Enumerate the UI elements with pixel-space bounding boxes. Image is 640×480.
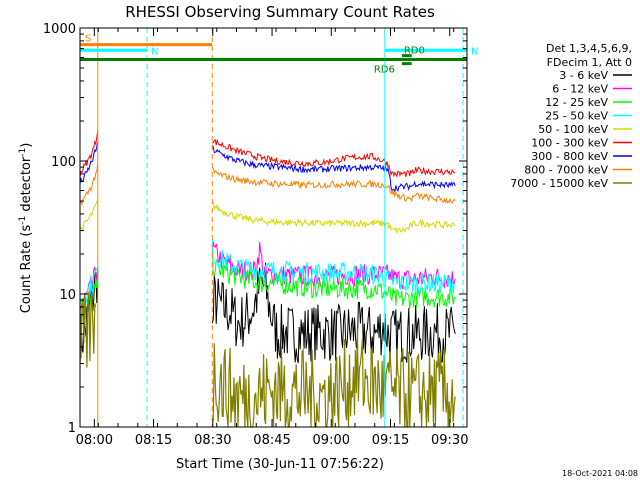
series-line-50-100keV [212,201,456,235]
legend-header-line-1: Det 1,3,4,5,6,9, [546,42,632,55]
series-layer [79,130,456,428]
flag-label-s: S [85,34,91,45]
x-tick-label: 08:15 [135,433,172,448]
series-line-3-6keV [211,262,456,364]
x-tick-label: 08:30 [194,433,231,448]
legend-entry-label: 800 - 7000 keV [524,164,608,177]
legend-entry-label: 25 - 50 keV [545,110,608,123]
flag-label-rd6: RD6 [374,65,395,76]
legend-entry-label: 12 - 25 keV [545,96,608,109]
flag-label-n: N [471,46,478,57]
legend-entry-label: 3 - 6 keV [559,69,608,82]
series-line-25-50keV [211,239,456,295]
series-line-100-300keV [212,138,456,178]
series-line-300-800keV [79,141,99,185]
x-tick-label: 09:00 [313,433,350,448]
footer-date: 18-Oct-2021 04:08 [562,469,638,478]
y-tick-label: 10 [59,288,76,303]
flag-bars: S N N RD6 RD0 [80,34,478,76]
x-tick-label: 08:45 [253,433,290,448]
legend-entry-label: 50 - 100 keV [538,123,608,136]
axis-ticks: 08:00 08:15 08:30 08:45 09:00 09:15 09:30 1 10 10… [43,22,469,448]
series-line-300-800keV [211,145,456,193]
plot-frame [79,27,468,428]
legend-entry-label: 100 - 300 keV [531,137,608,150]
x-tick-label: 09:15 [372,433,409,448]
series-line-50-100keV [79,200,98,232]
y-tick-label: 1 [68,421,76,436]
legend-entry-label: 6 - 12 keV [552,83,608,96]
flag-label-n: N [151,46,158,57]
y-tick-label: 100 [51,155,76,170]
flag-label-rd0: RD0 [404,46,425,57]
series-line-6-12keV [211,241,456,290]
legend-entry-label: 300 - 800 keV [531,150,608,163]
x-tick-label: 09:30 [431,433,468,448]
legend-header-line-2: FDecim 1, Att 0 [547,56,632,69]
series-line-100-300keV [79,130,99,178]
chart-title: RHESSI Observing Summary Count Rates [125,3,435,21]
series-line-800-7000keV [79,163,99,207]
x-tick-label: 08:00 [76,433,113,448]
legend-entry-label: 7000 - 15000 keV [510,177,608,190]
series-line-800-7000keV [211,166,456,205]
x-axis-label: Start Time (30-Jun-11 07:56:22) [176,457,384,472]
y-tick-label: 1000 [43,22,76,37]
y-axis-label: Count Rate (s-1 detector-1) [18,143,34,314]
